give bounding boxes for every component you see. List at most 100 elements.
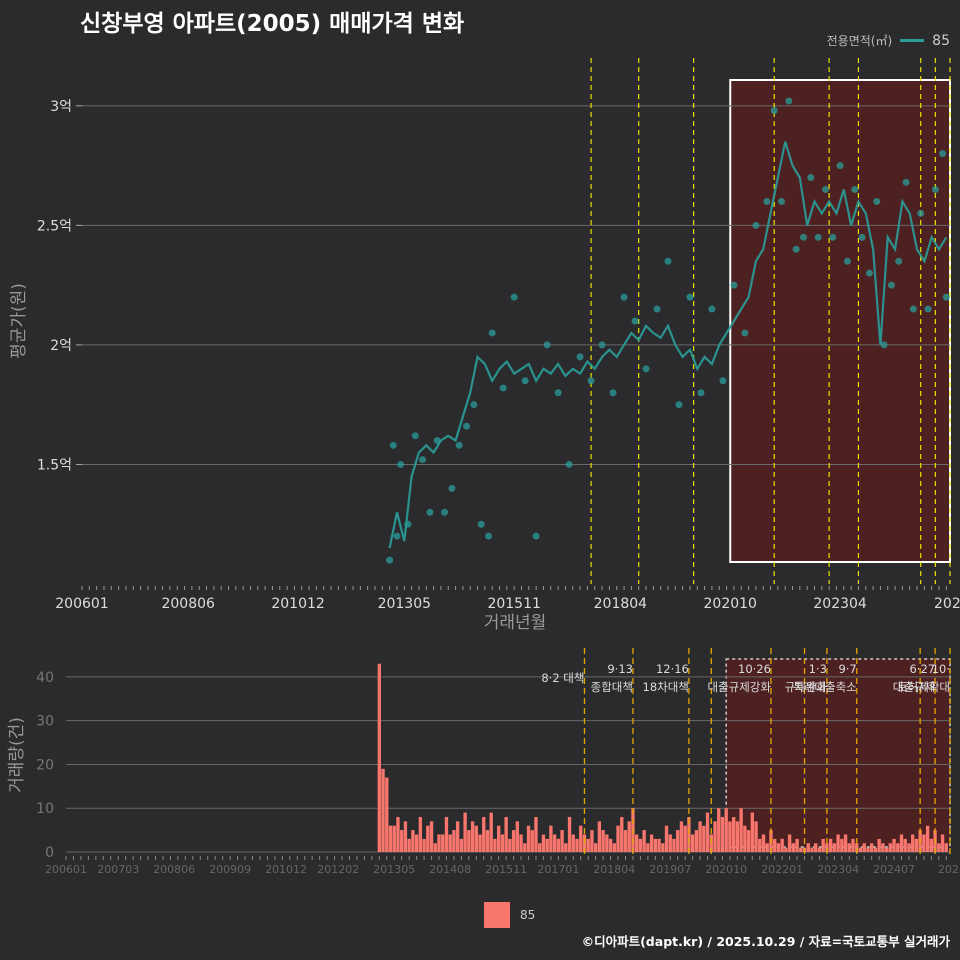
volume-bar	[418, 816, 423, 852]
price-point	[708, 305, 716, 313]
volume-bar	[455, 821, 460, 852]
footer-credit: ©디아파트(dapt.kr) / 2025.10.29 / 자료=국토교통부 실…	[581, 934, 950, 949]
price-point	[554, 389, 562, 397]
volume-bar	[653, 838, 658, 852]
price-point	[792, 245, 800, 253]
y-axis-title: 거래량(건)	[7, 717, 27, 793]
price-point	[441, 508, 449, 516]
volume-bar	[724, 808, 728, 852]
price-point	[426, 508, 434, 516]
event-annotation: 9·13	[607, 662, 633, 676]
volume-bar	[627, 821, 631, 852]
volume-bar	[862, 843, 866, 852]
volume-bar	[780, 838, 784, 852]
volume-bar	[698, 821, 702, 852]
x-tick-label: 201907	[649, 863, 691, 876]
volume-bar	[873, 847, 878, 852]
price-point	[419, 456, 427, 464]
volume-bar	[940, 834, 945, 852]
volume-bar	[944, 843, 948, 852]
price-point	[448, 484, 456, 492]
volume-bar	[713, 821, 717, 852]
x-tick-label: 2025	[934, 596, 960, 612]
price-point	[463, 422, 471, 430]
volume-bar	[922, 834, 926, 852]
event-annotation: 10·26	[738, 662, 771, 676]
volume-bar	[761, 834, 766, 852]
volume-bar	[773, 838, 777, 852]
price-point	[386, 556, 394, 564]
volume-bar	[925, 825, 930, 852]
price-point	[664, 257, 672, 265]
y-tick-label: 10	[36, 801, 54, 817]
price-point	[631, 317, 639, 325]
legend-line-swatch	[900, 39, 925, 42]
volume-bar	[687, 816, 691, 852]
volume-bar	[828, 838, 833, 852]
volume-bar	[896, 843, 900, 852]
price-point	[785, 97, 793, 105]
x-tick-label: 202010	[704, 596, 757, 612]
volume-bar	[694, 830, 699, 852]
price-point	[510, 293, 518, 301]
volume-bar	[791, 843, 796, 852]
price-point	[895, 257, 903, 265]
volume-bar	[377, 663, 381, 852]
x-tick-label: 201305	[378, 596, 431, 612]
y-tick-label: 2억	[50, 338, 72, 354]
price-point	[653, 305, 661, 313]
volume-bar	[676, 830, 680, 852]
volume-bar	[511, 830, 516, 852]
volume-bar	[463, 812, 467, 852]
volume-bar	[750, 812, 754, 852]
volume-bar	[407, 838, 411, 852]
price-point	[865, 269, 873, 277]
x-tick-label: 202010	[705, 863, 747, 876]
volume-bar	[590, 830, 594, 852]
volume-bar	[444, 816, 449, 852]
event-annotation: 종합대책	[591, 680, 633, 694]
volume-bar	[433, 843, 437, 852]
price-point	[686, 293, 694, 301]
price-point	[829, 233, 837, 241]
volume-bar	[836, 834, 840, 852]
price-point	[470, 401, 478, 409]
highlight-box-top	[729, 79, 952, 563]
volume-bar	[646, 843, 650, 852]
volume-bar	[381, 768, 385, 852]
volume-bar	[478, 834, 482, 852]
x-axis-title: 거래년월	[484, 613, 547, 633]
y-axis-title: 평균가(원)	[9, 283, 29, 359]
x-tick-label: 200806	[161, 596, 215, 612]
volume-bar	[526, 825, 531, 852]
price-point	[814, 233, 822, 241]
event-annotation: 8·2 대책	[541, 671, 584, 685]
legend-title: 전용면적(㎡)	[826, 34, 893, 48]
volume-bar	[500, 834, 505, 852]
volume-bar	[787, 834, 792, 852]
volume-bar	[541, 834, 546, 852]
volume-bar	[754, 821, 758, 852]
volume-bar	[858, 847, 863, 852]
x-tick-label: 200703	[97, 863, 139, 876]
volume-bar	[717, 808, 721, 852]
volume-bar	[892, 838, 896, 852]
x-tick-label: 202407	[873, 863, 915, 876]
volume-bar	[579, 825, 583, 852]
price-point	[565, 460, 573, 468]
volume-bar	[612, 843, 616, 852]
legend-bar-swatch	[484, 902, 510, 928]
volume-bar	[649, 834, 654, 852]
price-point	[843, 257, 851, 265]
volume-bar	[519, 834, 523, 852]
volume-bar	[567, 816, 572, 852]
volume-bar	[817, 847, 822, 852]
volume-bar	[784, 847, 788, 852]
event-annotation: 6·27	[909, 662, 935, 676]
event-annotation: 10·	[932, 662, 950, 676]
volume-bar	[571, 834, 575, 852]
price-point	[609, 389, 617, 397]
price-point	[851, 186, 859, 193]
volume-bar	[668, 834, 672, 852]
volume-bar	[638, 838, 643, 852]
